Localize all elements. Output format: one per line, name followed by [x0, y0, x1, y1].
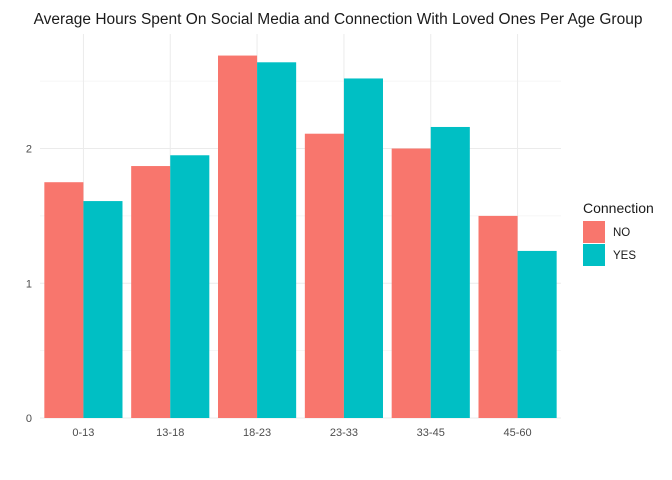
x-tick-label: 0-13 [72, 427, 94, 439]
legend-swatch-yes [583, 244, 605, 266]
legend-label-yes: YES [613, 250, 636, 262]
bar-yes-23-33 [343, 78, 383, 418]
y-tick-label: 2 [26, 144, 32, 156]
bar-no-18-23 [218, 55, 258, 419]
bar-no-0-13 [44, 182, 84, 418]
bar-yes-0-13 [83, 201, 123, 418]
x-tick-label: 18-23 [243, 427, 271, 439]
bar-yes-18-23 [257, 62, 297, 418]
bars [44, 55, 557, 419]
x-axis: 0-13 13-18 18-23 23-33 33-45 45-60 [72, 427, 531, 439]
bar-no-45-60 [478, 215, 518, 418]
legend-swatch-no [583, 221, 605, 243]
x-tick-label: 23-33 [330, 427, 358, 439]
bar-yes-33-45 [430, 126, 470, 419]
bar-no-23-33 [304, 133, 344, 418]
bar-no-33-45 [391, 148, 431, 419]
bar-no-13-18 [131, 166, 171, 418]
x-tick-label: 45-60 [504, 427, 532, 439]
chart-title: Average Hours Spent On Social Media and … [34, 11, 643, 28]
legend: Connection NO YES [583, 200, 654, 266]
x-tick-label: 33-45 [417, 427, 445, 439]
bar-yes-13-18 [170, 155, 210, 418]
y-tick-label: 1 [26, 278, 32, 290]
x-tick-label: 13-18 [156, 427, 184, 439]
legend-label-no: NO [613, 227, 630, 239]
bar-yes-45-60 [517, 250, 557, 418]
legend-title: Connection [583, 200, 654, 216]
y-axis: 0 1 2 [26, 144, 32, 425]
y-tick-label: 0 [26, 413, 32, 425]
legend-items: NO YES [583, 221, 636, 266]
